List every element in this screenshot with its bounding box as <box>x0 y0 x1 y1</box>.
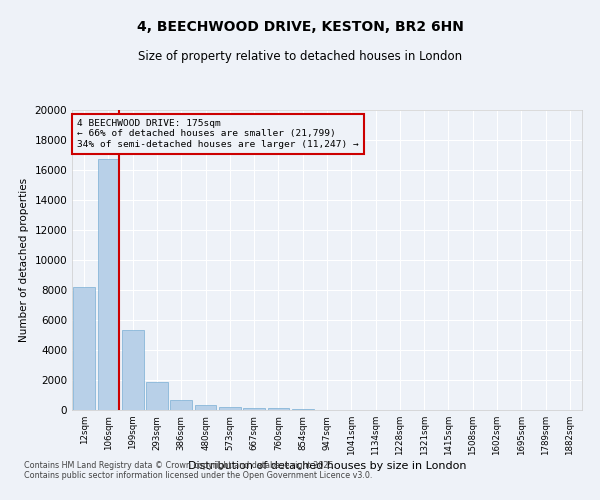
Bar <box>73 287 95 410</box>
X-axis label: Distribution of detached houses by size in London: Distribution of detached houses by size … <box>188 461 466 471</box>
Y-axis label: Number of detached properties: Number of detached properties <box>19 178 29 342</box>
Bar <box>122 330 143 410</box>
Text: Size of property relative to detached houses in London: Size of property relative to detached ho… <box>138 50 462 63</box>
Bar <box>243 408 265 410</box>
Bar <box>97 160 119 410</box>
Text: 4 BEECHWOOD DRIVE: 175sqm
← 66% of detached houses are smaller (21,799)
34% of s: 4 BEECHWOOD DRIVE: 175sqm ← 66% of detac… <box>77 119 359 149</box>
Bar <box>292 409 314 410</box>
Bar <box>146 382 168 410</box>
Text: 4, BEECHWOOD DRIVE, KESTON, BR2 6HN: 4, BEECHWOOD DRIVE, KESTON, BR2 6HN <box>137 20 463 34</box>
Bar <box>268 408 289 410</box>
Bar <box>219 407 241 410</box>
Text: Contains HM Land Registry data © Crown copyright and database right 2025.
Contai: Contains HM Land Registry data © Crown c… <box>24 460 373 480</box>
Bar <box>194 405 217 410</box>
Bar <box>170 400 192 410</box>
